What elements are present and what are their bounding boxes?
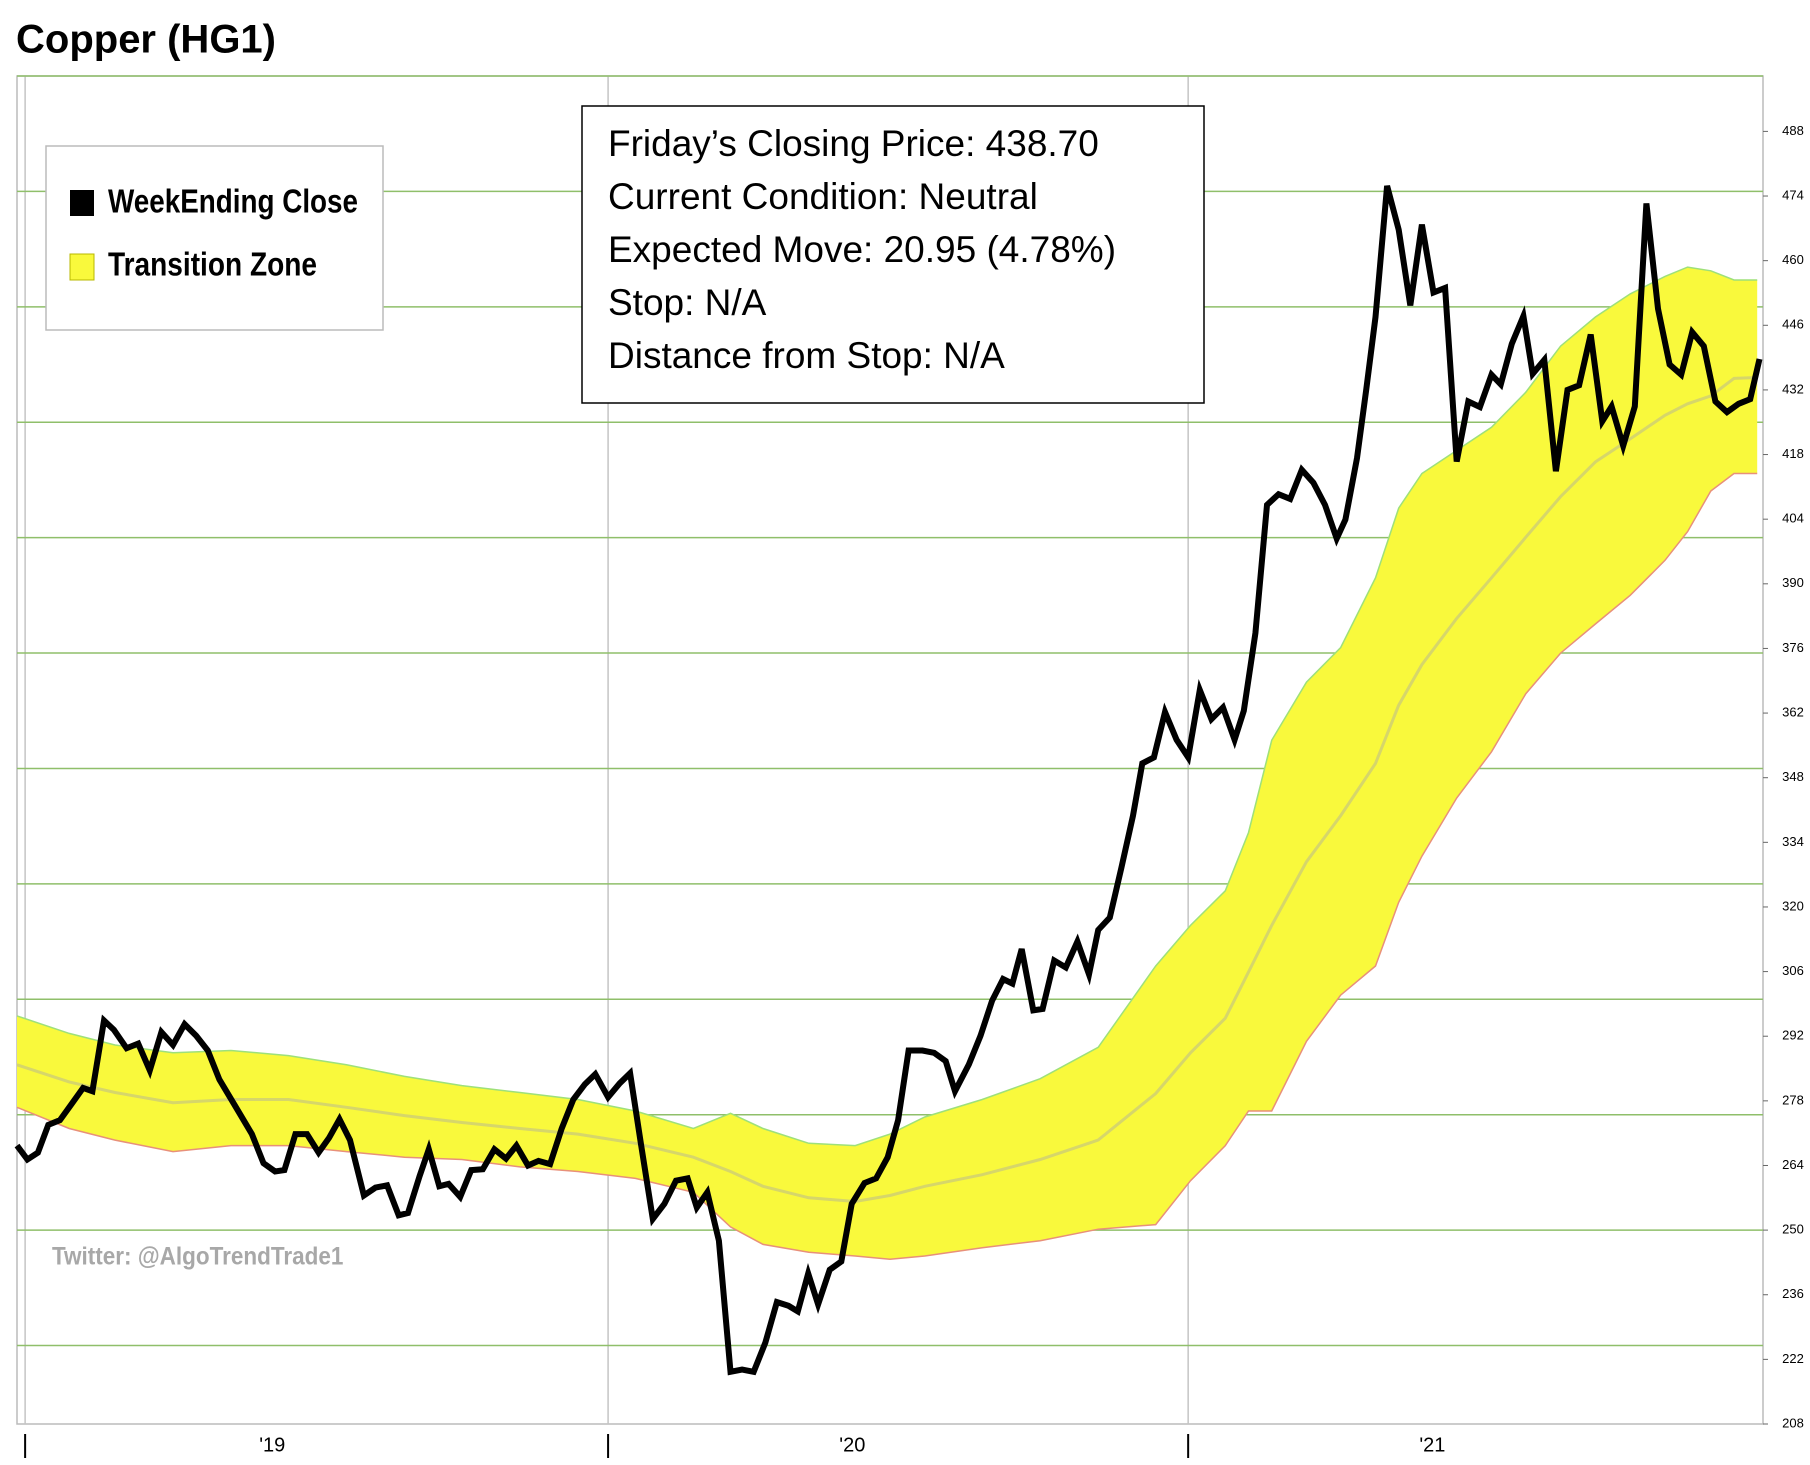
y-tick-label: 474 [1782,187,1804,202]
zone-lower-edge [16,472,1758,1260]
legend: WeekEnding Close Transition Zone [45,145,384,331]
y-tick-label: 222 [1782,1351,1804,1366]
y-tick-label: 362 [1782,705,1804,720]
x-tick-label: '21 [1419,1434,1445,1456]
transition-zone [17,267,1758,1260]
y-tick-label: 250 [1782,1222,1804,1237]
y-tick-label: 208 [1782,1415,1804,1430]
legend-swatch [70,190,94,216]
y-tick-label: 278 [1782,1092,1804,1107]
info-line: Expected Move: 20.95 (4.78%) [608,229,1116,270]
x-tick-label: '20 [839,1434,865,1456]
chart-title: Copper (HG1) [16,18,276,62]
y-tick-label: 264 [1782,1157,1804,1172]
info-line: Distance from Stop: N/A [608,335,1005,376]
info-line: Current Condition: Neutral [608,176,1038,217]
zone-mid-line [16,376,1758,1204]
close-line [14,185,1763,1376]
y-tick-label: 348 [1782,769,1804,784]
y-tick-label: 334 [1782,834,1804,849]
legend-label: Transition Zone [108,246,317,283]
y-tick-label: 488 [1782,123,1804,138]
y-tick-label: 418 [1782,446,1804,461]
info-line: Stop: N/A [608,282,767,323]
y-tick-label: 292 [1782,1028,1804,1043]
y-tick-label: 376 [1782,640,1804,655]
y-tick-label: 432 [1782,381,1804,396]
info-box-frame [581,105,1205,404]
y-tick-label: 320 [1782,898,1804,913]
y-tick-label: 460 [1782,252,1804,267]
legend-swatch [69,253,95,281]
y-tick-label: 446 [1782,317,1804,332]
watermark: Twitter: @AlgoTrendTrade1 [52,1243,343,1271]
zone-upper-edge [16,266,1758,1147]
info-box: Friday’s Closing Price: 438.70 Current Co… [581,105,1205,404]
y-tick-label: 390 [1782,575,1804,590]
legend-box [45,145,384,331]
info-line: Friday’s Closing Price: 438.70 [608,123,1099,164]
legend-label: WeekEnding Close [108,183,358,220]
y-tick-label: 306 [1782,963,1804,978]
y-tick-label: 236 [1782,1286,1804,1301]
y-tick-label: 404 [1782,511,1804,526]
x-tick-label: '19 [259,1434,285,1456]
